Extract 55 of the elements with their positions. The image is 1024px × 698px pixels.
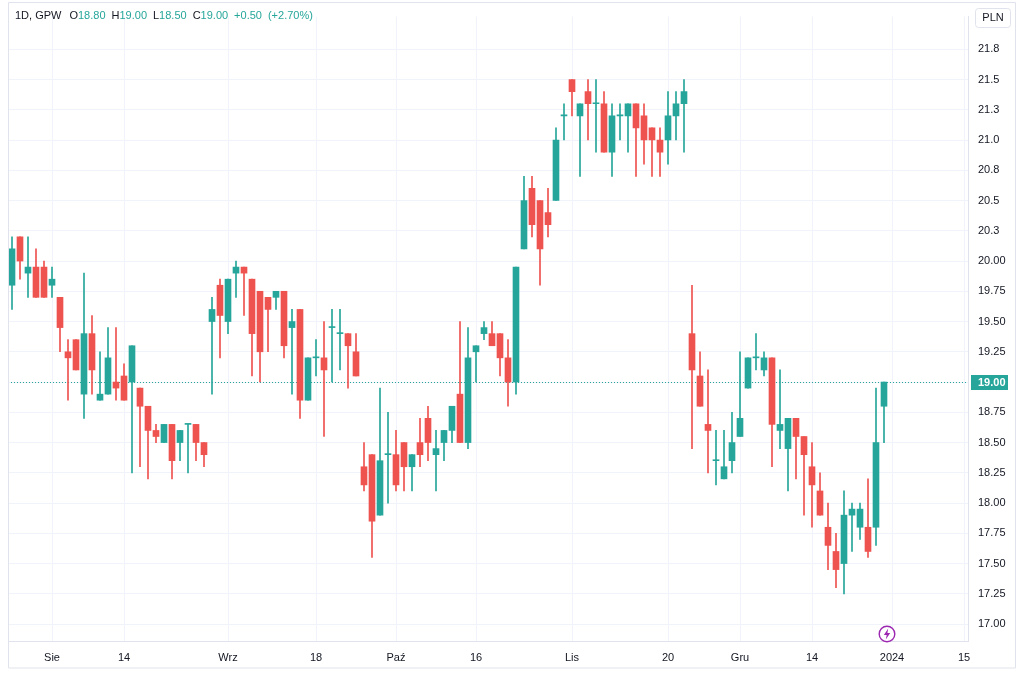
candlestick: [616, 103, 624, 141]
y-tick-label: 19.75: [978, 284, 1006, 297]
y-tick-label: 21.3: [978, 102, 1000, 115]
y-tick-label: 21.5: [978, 72, 1000, 85]
candlestick: [712, 430, 720, 486]
x-tick-label: 14: [117, 650, 131, 663]
candlestick: [432, 430, 440, 492]
y-tick-label: 17.00: [978, 617, 1006, 630]
text: O18.80 H19.00 L18.50 C19.00 +0.50 (+2.70%): [69, 9, 313, 22]
x-tick-label: Wrz: [218, 650, 238, 663]
y-tick-label: 19.25: [978, 344, 1006, 357]
y-tick-label: 20.8: [978, 163, 1000, 176]
x-tick-label: 14: [805, 650, 819, 663]
ref-line-label: 19.00: [978, 375, 1006, 388]
candlestick: [384, 411, 392, 504]
x-tick-label: Paź: [386, 650, 406, 663]
candlestick: [336, 309, 344, 371]
y-tick-label: 18.25: [978, 465, 1006, 478]
candlestick: [136, 387, 144, 468]
y-tick-label: 18.00: [978, 496, 1006, 509]
x-tick-label: 15: [957, 650, 971, 663]
candlestick: [560, 103, 568, 141]
x-tick-label: Sie: [44, 650, 60, 663]
candlestick: [680, 79, 688, 153]
candlestick: [48, 266, 56, 298]
candlestick: [64, 339, 72, 401]
y-tick-label: 18.50: [978, 435, 1006, 448]
y-tick-label: 19.50: [978, 314, 1006, 327]
candlestick: [584, 79, 592, 141]
y-tick-label: 17.25: [978, 586, 1006, 599]
x-tick-label: 20: [661, 650, 675, 663]
candlestick: [704, 369, 712, 474]
x-tick-label: 18: [309, 650, 323, 663]
x-tick-label: Gru: [730, 650, 750, 663]
y-tick-label: 18.75: [978, 405, 1006, 418]
x-tick-label: 2024: [879, 650, 905, 663]
x-tick-label: Lis: [564, 650, 580, 663]
candlestick: [344, 333, 352, 389]
candlestick: [184, 423, 192, 474]
candlestick: [576, 103, 584, 177]
y-tick-label: 20.5: [978, 193, 1000, 206]
candlestick: [688, 284, 696, 449]
y-tick-label: 21.0: [978, 133, 1000, 146]
chart-title: 1D, GPW: [15, 9, 63, 22]
y-tick-label: 21.8: [978, 42, 1000, 55]
y-tick-label: 17.50: [978, 556, 1006, 569]
y-tick-label: 20.3: [978, 223, 1000, 236]
candlestick: [264, 297, 272, 353]
candlestick: [808, 442, 816, 528]
candlestick: [592, 79, 600, 153]
y-tick-label: 20.00: [978, 254, 1006, 267]
y-tick-label: 17.75: [978, 526, 1006, 539]
candlestick: [800, 436, 808, 516]
x-tick-label: 16: [469, 650, 483, 663]
y-axis-title: PLN: [982, 11, 1004, 24]
